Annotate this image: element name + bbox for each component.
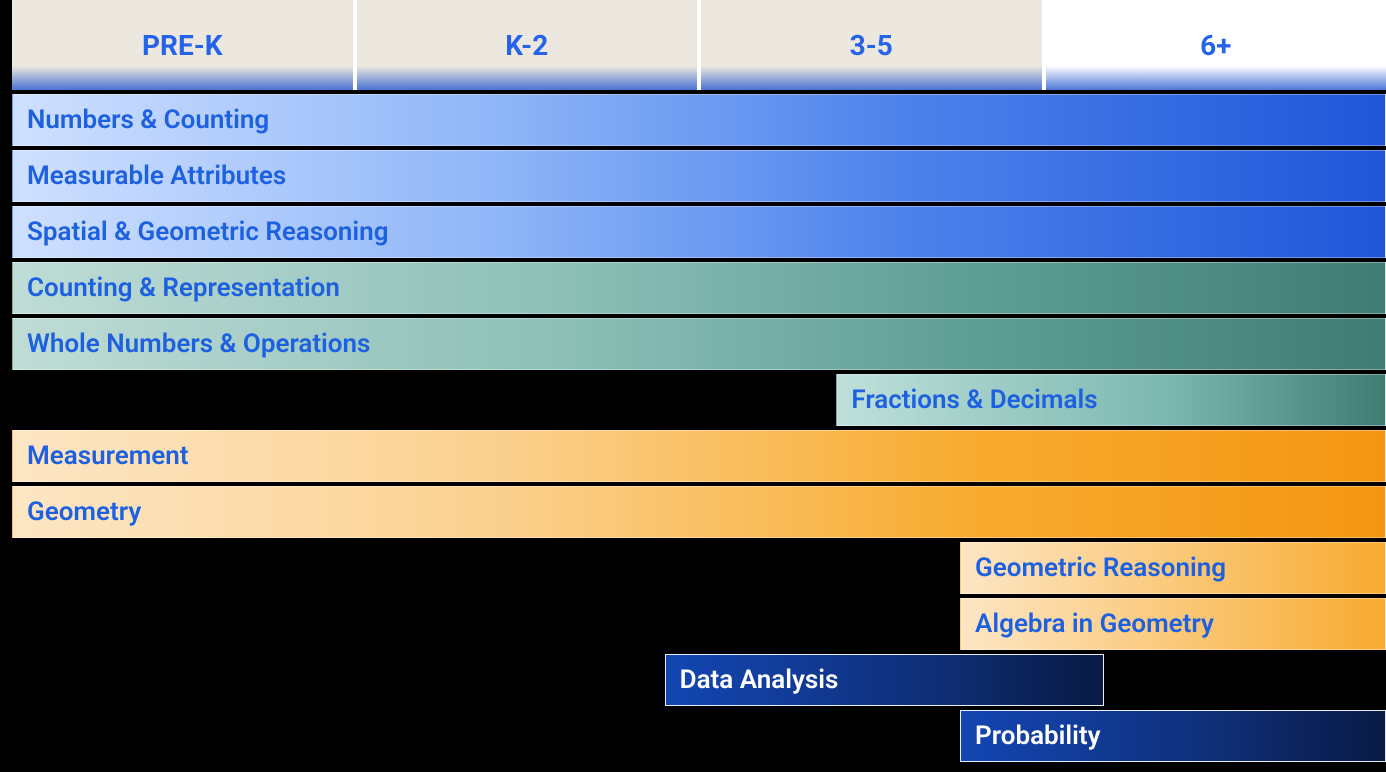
topic-bar: Fractions & Decimals	[836, 374, 1386, 426]
topic-row: Numbers & Counting	[12, 94, 1386, 146]
topic-row: Measurement	[12, 430, 1386, 482]
topic-row: Measurable Attributes	[12, 150, 1386, 202]
topic-label: Probability	[975, 721, 1101, 751]
topic-label: Whole Numbers & Operations	[27, 329, 370, 359]
topic-label: Data Analysis	[680, 665, 839, 695]
topic-row: Spatial & Geometric Reasoning	[12, 206, 1386, 258]
grade-band-label: 3-5	[850, 29, 893, 62]
curriculum-span-chart: PRE-K K-2 3-5 6+ Numbers & Counting Measu…	[0, 0, 1386, 772]
grade-band-cell: PRE-K	[12, 0, 353, 90]
grade-band-cell: 3-5	[701, 0, 1042, 90]
topic-label: Geometry	[27, 497, 141, 527]
topic-label: Spatial & Geometric Reasoning	[27, 217, 389, 247]
topic-bar: Geometric Reasoning	[960, 542, 1386, 594]
topic-bar: Spatial & Geometric Reasoning	[12, 206, 1386, 258]
topic-bar: Whole Numbers & Operations	[12, 318, 1386, 370]
topic-row: Algebra in Geometry	[12, 598, 1386, 650]
grade-band-label: 6+	[1200, 29, 1231, 62]
topic-label: Fractions & Decimals	[851, 385, 1097, 415]
header-fade	[357, 66, 698, 90]
topic-row: Probability	[12, 710, 1386, 762]
topic-label: Measurement	[27, 441, 189, 471]
topic-bars-container: Numbers & Counting Measurable Attributes S…	[12, 94, 1386, 766]
grade-band-header: PRE-K K-2 3-5 6+	[12, 0, 1386, 90]
topic-label: Measurable Attributes	[27, 161, 286, 191]
topic-bar: Numbers & Counting	[12, 94, 1386, 146]
topic-label: Numbers & Counting	[27, 105, 269, 135]
topic-label: Algebra in Geometry	[975, 609, 1214, 639]
topic-bar: Algebra in Geometry	[960, 598, 1386, 650]
grade-band-cell: 6+	[1046, 0, 1386, 90]
topic-bar: Measurable Attributes	[12, 150, 1386, 202]
topic-row: Fractions & Decimals	[12, 374, 1386, 426]
topic-bar: Data Analysis	[665, 654, 1105, 706]
topic-label: Counting & Representation	[27, 273, 340, 303]
topic-row: Geometric Reasoning	[12, 542, 1386, 594]
header-fade	[701, 66, 1042, 90]
topic-row: Geometry	[12, 486, 1386, 538]
topic-bar: Counting & Representation	[12, 262, 1386, 314]
grade-band-label: K-2	[505, 29, 548, 62]
grade-band-label: PRE-K	[142, 29, 223, 62]
topic-label: Geometric Reasoning	[975, 553, 1226, 583]
topic-bar: Geometry	[12, 486, 1386, 538]
header-fade	[1046, 66, 1386, 90]
topic-row: Whole Numbers & Operations	[12, 318, 1386, 370]
topic-bar: Probability	[960, 710, 1386, 762]
grade-band-cell: K-2	[357, 0, 698, 90]
topic-row: Data Analysis	[12, 654, 1386, 706]
header-fade	[12, 66, 353, 90]
topic-bar: Measurement	[12, 430, 1386, 482]
topic-row: Counting & Representation	[12, 262, 1386, 314]
